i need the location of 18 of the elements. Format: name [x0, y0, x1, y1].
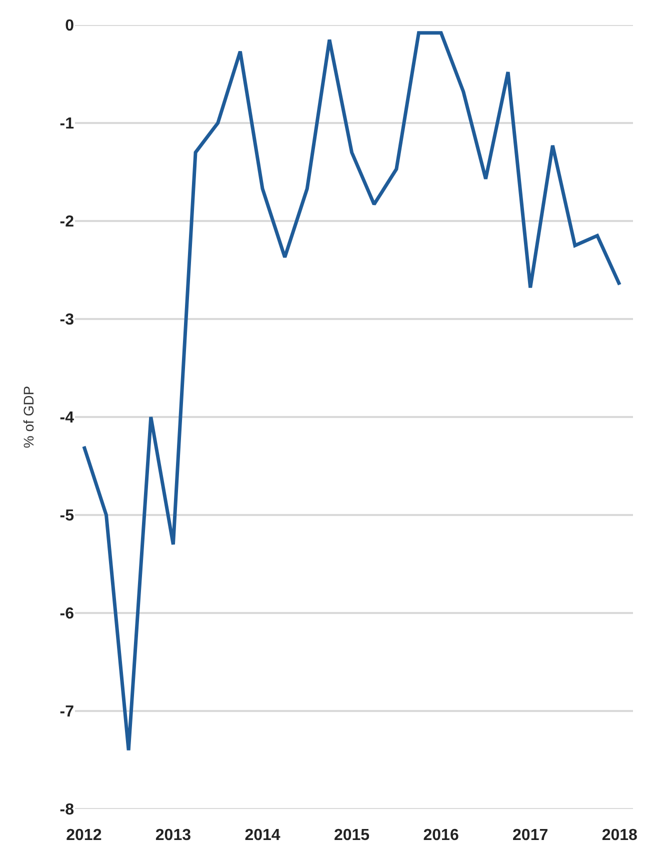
line-series	[82, 31, 622, 752]
y-tick-label: 0	[65, 18, 74, 35]
x-tick-label: 2015	[334, 827, 370, 844]
y-tick-label: -3	[60, 312, 74, 329]
y-tick-label: -8	[60, 802, 74, 819]
x-tick-label: 2017	[512, 827, 548, 844]
y-tick-label: -6	[60, 606, 74, 623]
y-tick-label: -2	[60, 214, 74, 231]
x-tick-label: 2013	[155, 827, 192, 844]
y-tick-label: -5	[60, 508, 74, 525]
y-tick-label: -4	[60, 410, 74, 427]
y-tick-label: -7	[60, 704, 74, 721]
x-tick-label: 2016	[423, 827, 459, 844]
x-tick-label: 2012	[66, 827, 102, 844]
x-tick-label: 2014	[244, 827, 280, 844]
y-tick-label: -1	[60, 116, 74, 133]
x-tick-label: 2018	[602, 827, 638, 844]
y-axis-title: % of GDP	[20, 386, 36, 448]
